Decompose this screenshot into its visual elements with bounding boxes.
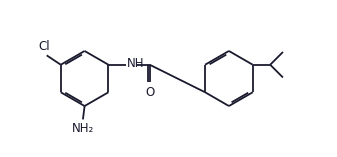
Text: Cl: Cl bbox=[38, 40, 50, 53]
Text: NH₂: NH₂ bbox=[72, 122, 94, 135]
Text: O: O bbox=[145, 86, 154, 99]
Text: NH: NH bbox=[127, 57, 144, 70]
